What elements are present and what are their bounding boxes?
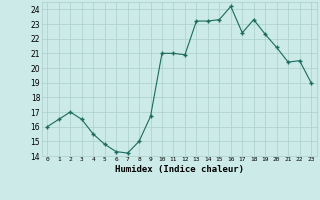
X-axis label: Humidex (Indice chaleur): Humidex (Indice chaleur) — [115, 165, 244, 174]
